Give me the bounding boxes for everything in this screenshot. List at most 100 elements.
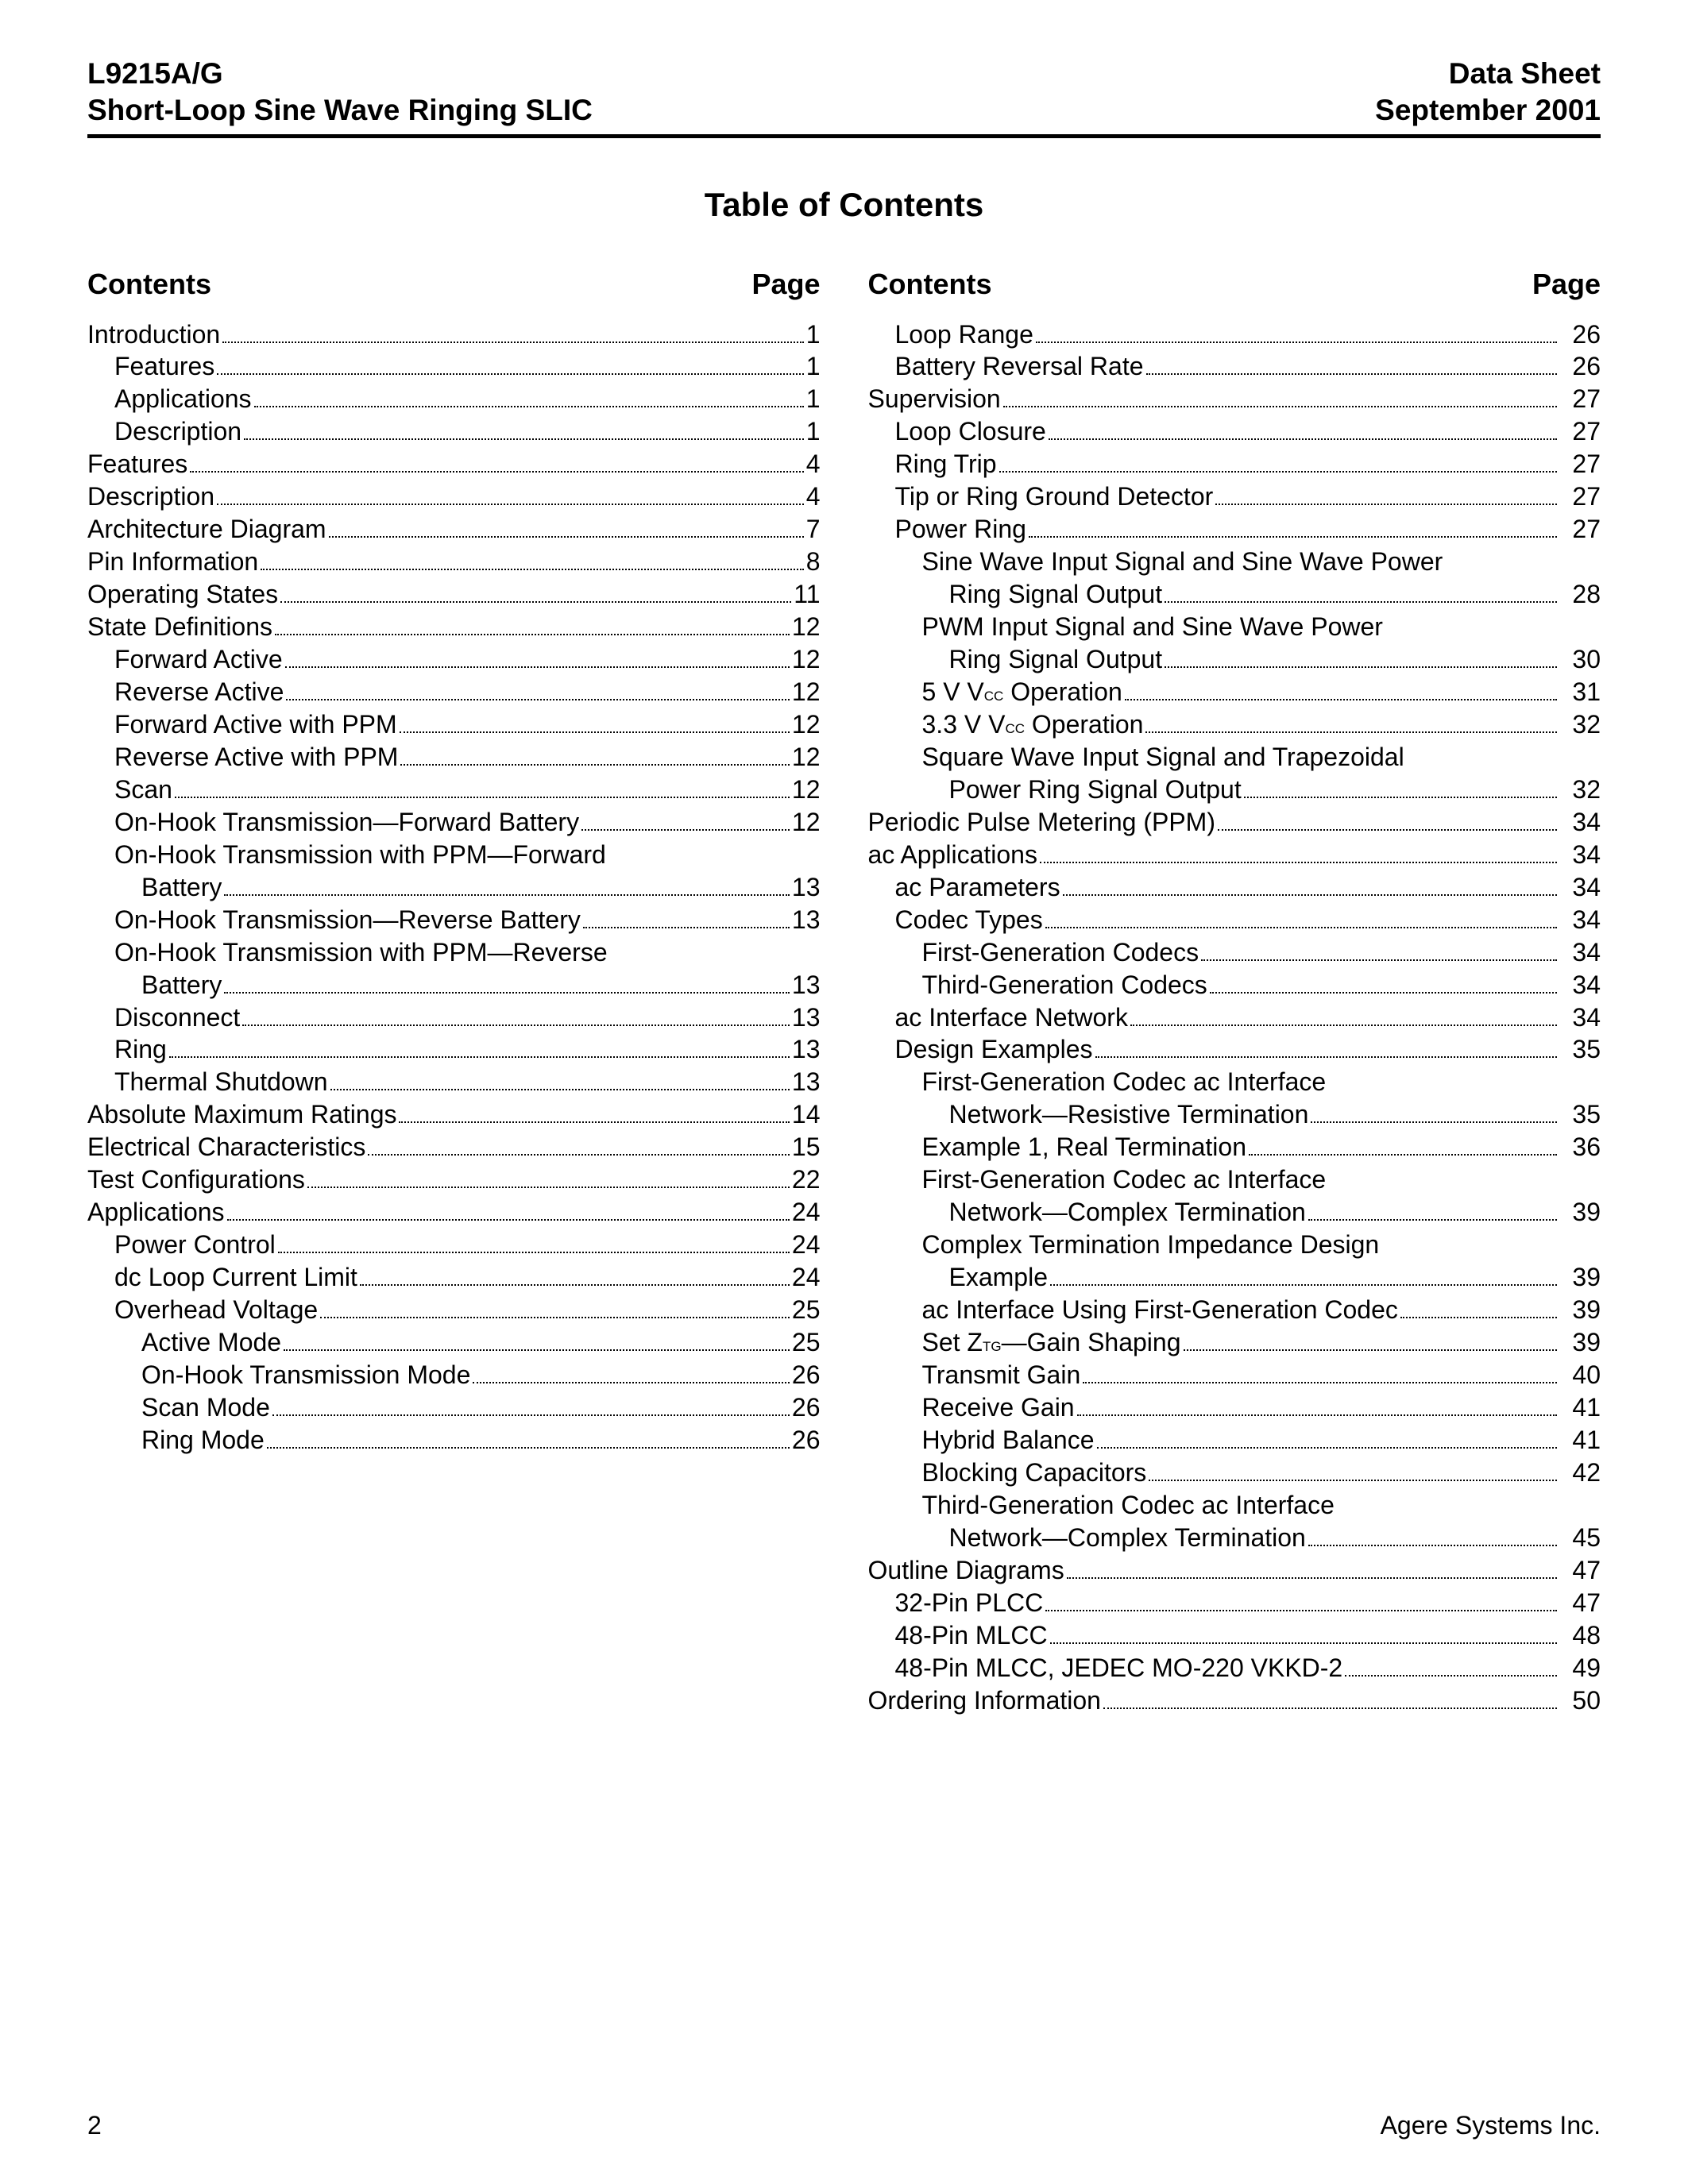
toc-leader-dots [224,975,790,993]
toc-leader-dots [285,650,790,668]
col-head-left: Contents Page [87,268,821,301]
toc-label: PWM Input Signal and Sine Wave Power [922,611,1383,643]
toc-entry: Battery 13 [87,969,821,1001]
toc-entry: Absolute Maximum Ratings14 [87,1098,821,1131]
toc-leader-dots [1184,1333,1558,1351]
toc-entry: Network—Complex Termination 39 [868,1196,1601,1229]
toc-page-number: 8 [806,546,821,578]
toc-leader-dots [1077,1399,1557,1416]
toc-entry: Power Ring Signal Output 32 [868,774,1601,806]
toc-label: dc Loop Current Limit [114,1261,357,1294]
toc-leader-dots [280,585,791,603]
toc-entry: ac Applications 34 [868,839,1601,871]
toc-entry: Transmit Gain 40 [868,1359,1601,1391]
toc-label: Square Wave Input Signal and Trapezoidal [922,741,1404,774]
toc-entry: Codec Types 34 [868,904,1601,936]
toc-entry: Power Ring 27 [868,513,1601,546]
toc-entry: First-Generation Codec ac Interface [868,1066,1601,1098]
toc-page-number: 36 [1559,1131,1601,1163]
toc-label: Introduction [87,318,220,351]
colhead-contents: Contents [868,268,992,301]
toc-label: First-Generation Codec ac Interface [922,1163,1327,1196]
toc-entry: Reverse Active with PPM12 [87,741,821,774]
toc-label: On-Hook Transmission with PPM—Forward [114,839,606,871]
toc-list-left: Introduction1Features1Applications1Descr… [87,318,821,1457]
toc-entry: 3.3 V VCC Operation 32 [868,708,1601,741]
toc-entry: Ring Trip 27 [868,448,1601,480]
toc-label: Power Ring [895,513,1026,546]
toc-label: Forward Active with PPM [114,708,397,741]
toc-entry: 32-Pin PLCC 47 [868,1587,1601,1619]
toc-page-number: 13 [792,1033,821,1066]
toc-page-number: 4 [806,480,821,513]
toc-page-number: 27 [1559,448,1601,480]
toc-entry: Ordering Information 50 [868,1684,1601,1717]
toc-label: Reverse Active with PPM [114,741,398,774]
toc-label: Features [87,448,187,480]
toc-page-number: 47 [1559,1554,1601,1587]
toc-entry: Forward Active with PPM12 [87,708,821,741]
toc-label: Battery [141,969,222,1001]
toc-entry: Description4 [87,480,821,513]
toc-leader-dots [1095,1040,1558,1058]
toc-page-number: 4 [806,448,821,480]
toc-page-number: 13 [792,969,821,1001]
toc-entry: dc Loop Current Limit 24 [87,1261,821,1294]
toc-leader-dots [284,1333,790,1351]
toc-leader-dots [278,1236,790,1253]
toc-leader-dots [1165,650,1557,668]
toc-entry: First-Generation Codecs 34 [868,936,1601,969]
toc-label: Disconnect [114,1001,240,1034]
toc-page-number: 12 [792,643,821,676]
toc-label: On-Hook Transmission with PPM—Reverse [114,936,608,969]
toc-page-number: 30 [1559,643,1601,676]
toc-leader-dots [286,683,789,700]
toc-label: Blocking Capacitors [922,1457,1147,1489]
toc-page-number: 25 [792,1326,821,1359]
toc-label: 32-Pin PLCC [895,1587,1044,1619]
toc-label: Hybrid Balance [922,1424,1095,1457]
toc-entry: Features1 [87,350,821,383]
toc-leader-dots [400,748,789,766]
toc-leader-dots [1311,1106,1557,1123]
header: L9215A/G Short-Loop Sine Wave Ringing SL… [87,56,1601,138]
toc-label: State Definitions [87,611,272,643]
toc-label: Reverse Active [114,676,284,708]
toc-entry: Applications24 [87,1196,821,1229]
toc-page-number: 13 [792,904,821,936]
toc-label: First-Generation Codec ac Interface [922,1066,1327,1098]
toc-label: Design Examples [895,1033,1093,1066]
toc-page-number: 34 [1559,871,1601,904]
toc-entry: Ring Signal Output 30 [868,643,1601,676]
toc-leader-dots [1244,780,1557,797]
toc-leader-dots [329,520,804,538]
toc-leader-dots [1063,878,1557,895]
toc-leader-dots [1345,1658,1557,1676]
toc-col-right: Contents Page Loop Range 26Battery Rever… [868,268,1601,1717]
toc-entry: Network—Resistive Termination 35 [868,1098,1601,1131]
toc-leader-dots [1149,1463,1557,1480]
toc-leader-dots [272,1399,790,1416]
toc-page-number: 24 [792,1261,821,1294]
toc-entry: First-Generation Codec ac Interface [868,1163,1601,1196]
toc-page-number: 34 [1559,904,1601,936]
toc-page-number: 27 [1559,513,1601,546]
toc-label: On-Hook Transmission—Reverse Battery [114,904,581,936]
toc-page-number: 26 [792,1424,821,1457]
toc-leader-dots [1003,390,1557,407]
toc-label: Tip or Ring Ground Detector [895,480,1214,513]
toc-label: Supervision [868,383,1001,415]
toc-entry: Example 39 [868,1261,1601,1294]
toc-label: Architecture Diagram [87,513,326,546]
toc-entry: Architecture Diagram7 [87,513,821,546]
toc-leader-dots [1097,1431,1558,1449]
toc-entry: Third-Generation Codecs 34 [868,969,1601,1001]
toc-entry: Thermal Shutdown13 [87,1066,821,1098]
colhead-page: Page [1532,268,1601,301]
toc-label: Example 1, Real Termination [922,1131,1247,1163]
toc-label: ac Applications [868,839,1037,871]
header-left: L9215A/G Short-Loop Sine Wave Ringing SL… [87,56,593,129]
toc-page-number: 40 [1559,1359,1601,1391]
toc-label: Scan Mode [141,1391,270,1424]
toc-entry: Loop Closure 27 [868,415,1601,448]
